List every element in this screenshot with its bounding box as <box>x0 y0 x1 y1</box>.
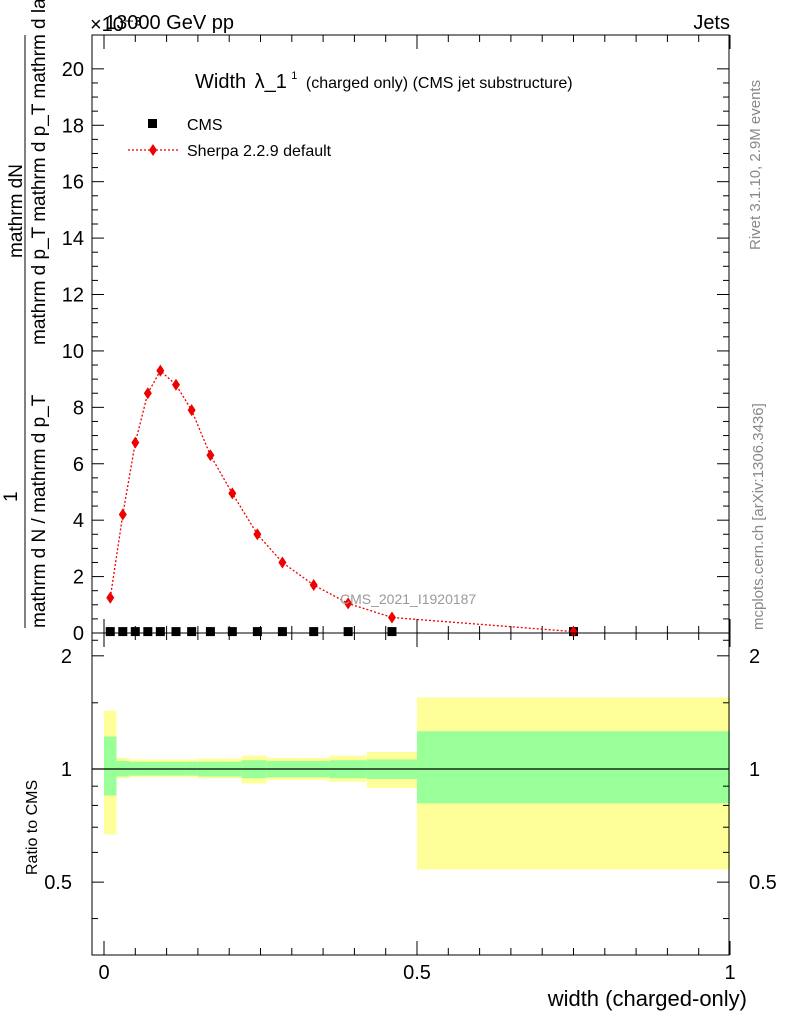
x-tick-label: 0.5 <box>403 962 431 984</box>
ratio-y-tick-label: 1 <box>61 759 72 781</box>
ratio-y-tick-label-right: 0.5 <box>749 872 777 894</box>
main-panel: 0 2 4 6 8 10 12 14 16 18 20 Width λ_1 1 (charged o… <box>1 0 731 645</box>
legend-sherpa-marker <box>149 144 157 156</box>
ratio-y-tick-label-right: 2 <box>749 646 760 668</box>
sherpa-point <box>143 387 152 400</box>
cms-point <box>105 627 115 637</box>
x-tick-label: 0 <box>98 962 109 984</box>
y-label-numerator-top: mathrm dN <box>6 164 27 258</box>
analysis-watermark: CMS_2021_I1920187 <box>340 591 476 607</box>
ratio-y-tick-label: 2 <box>61 646 72 668</box>
sherpa-point <box>106 591 115 604</box>
sherpa-point <box>156 364 165 377</box>
main-y-ticks: 0 2 4 6 8 10 12 14 16 18 20 <box>62 59 729 645</box>
ratio-inner-band <box>104 736 117 796</box>
sherpa-point <box>187 404 196 417</box>
x-tick-label: 1 <box>724 962 735 984</box>
sherpa-point <box>228 487 237 500</box>
sherpa-point <box>171 378 180 391</box>
main-y-tick-label: 2 <box>73 567 84 589</box>
cms-point <box>171 627 181 637</box>
cms-point <box>155 627 165 637</box>
ratio-y-ticks: 0.5 0.5 1 1 2 2 <box>44 639 777 920</box>
main-y-tick-label: 20 <box>62 59 84 81</box>
cms-point <box>118 627 128 637</box>
mcplots-reference-label: mcplots.cern.ch [arXiv:1306.3436] <box>750 403 767 630</box>
cms-point <box>227 627 237 637</box>
sherpa-point <box>206 449 215 462</box>
cms-points <box>105 627 578 637</box>
sherpa-point <box>278 556 287 569</box>
main-y-tick-label: 14 <box>62 228 84 250</box>
legend-sherpa-label: Sherpa 2.2.9 default <box>187 143 332 160</box>
ratio-y-tick-label-right: 1 <box>749 759 760 781</box>
main-y-tick-label: 8 <box>73 397 84 419</box>
y-exponent-label: ×10⁻³ <box>90 14 141 36</box>
legend: CMS Sherpa 2.2.9 default <box>128 117 332 160</box>
x-axis-label: width (charged-only) <box>547 986 747 1011</box>
sherpa-point <box>387 611 396 624</box>
sherpa-points <box>106 364 578 638</box>
cms-point <box>252 627 262 637</box>
ratio-frame <box>91 632 730 956</box>
cms-point <box>187 627 197 637</box>
ratio-inner-band <box>417 731 730 804</box>
sherpa-point <box>344 597 353 610</box>
legend-cms-label: CMS <box>187 117 223 134</box>
y-label-denominator-middle: mathrm d p_T mathrm d p_T mathrm d lambd… <box>29 0 50 345</box>
ratio-y-axis-label: Ratio to CMS <box>24 780 41 875</box>
main-y-axis-label: mathrm dN mathrm d p_T mathrm d p_T math… <box>1 0 50 628</box>
y-label-fraction-one: 1 <box>1 491 22 502</box>
main-y-tick-label: 10 <box>62 341 84 363</box>
sherpa-point <box>309 579 318 592</box>
main-y-tick-label: 12 <box>62 285 84 307</box>
ratio-x-ticks: 0 0.5 1 <box>98 633 736 984</box>
main-y-tick-label: 6 <box>73 454 84 476</box>
y-label-denominator-bottom: mathrm d N / mathrm d p_T <box>29 394 50 628</box>
sherpa-point <box>131 436 140 449</box>
rivet-version-label: Rivet 3.1.10, 2.9M events <box>747 80 764 250</box>
main-y-tick-label: 0 <box>73 623 84 645</box>
main-x-ticks <box>103 35 731 633</box>
cms-point <box>309 627 319 637</box>
main-y-tick-label: 4 <box>73 510 84 532</box>
cms-point <box>387 627 397 637</box>
sherpa-point <box>253 528 262 541</box>
ratio-panel: 0.5 0.51 12 2 0 0.5 1 Ratio to CMS width (cha… <box>24 632 777 1011</box>
main-y-tick-label: 18 <box>62 115 84 137</box>
plot-title: Width λ_1 1 (charged only) (CMS jet subs… <box>195 66 573 93</box>
header-left-label: 13000 GeV pp <box>105 12 234 34</box>
cms-point <box>205 627 215 637</box>
sherpa-point <box>569 625 578 638</box>
ratio-uncertainty-bands <box>104 697 730 870</box>
cms-point <box>343 627 353 637</box>
legend-cms-marker <box>148 119 157 128</box>
cms-point <box>130 627 140 637</box>
cms-point <box>143 627 153 637</box>
header-right-label: Jets <box>693 12 730 34</box>
ratio-y-tick-label: 0.5 <box>44 872 72 894</box>
sherpa-point <box>118 508 127 521</box>
main-y-tick-label: 16 <box>62 172 84 194</box>
cms-point <box>277 627 287 637</box>
